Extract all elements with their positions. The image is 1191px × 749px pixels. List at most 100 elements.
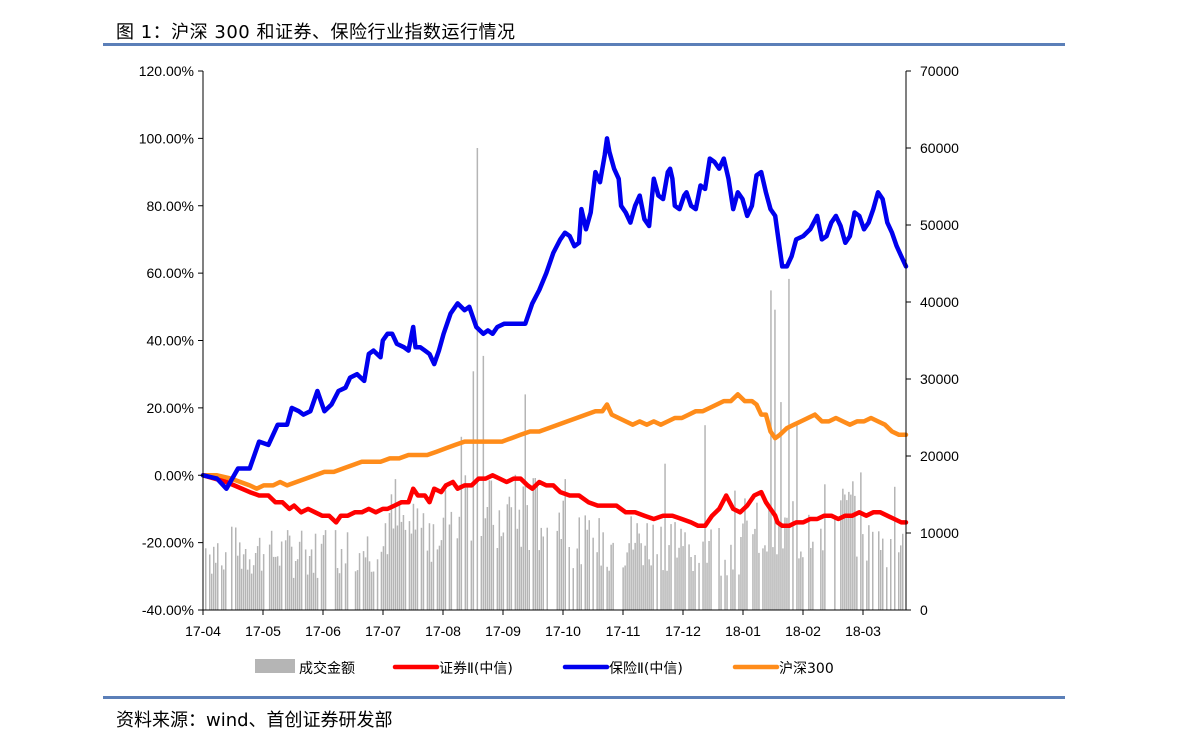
volume-bar (678, 547, 680, 610)
volume-bar (534, 478, 536, 610)
y-left-tick-label: 40.00% (147, 333, 194, 349)
volume-bar (726, 575, 728, 610)
volume-bar (270, 530, 273, 610)
volume-bar (542, 536, 544, 610)
volume-bar (808, 514, 810, 610)
y-left-tick-label: 0.00% (154, 467, 194, 483)
volume-bar (674, 522, 676, 610)
x-tick-label: 17-12 (665, 623, 701, 639)
volume-bar (276, 556, 279, 610)
volume-bar (692, 571, 694, 610)
volume-bar (258, 537, 261, 610)
volume-bar (578, 517, 580, 610)
volume-bar (852, 481, 854, 610)
volume-bar (868, 525, 870, 610)
volume-bar (312, 572, 315, 610)
volume-bar (558, 512, 560, 610)
volume-bar (398, 503, 401, 610)
volume-bar (211, 573, 213, 610)
volume-bar (450, 511, 453, 610)
volume-bar (340, 549, 343, 610)
volume-bar (740, 537, 742, 610)
x-tick-label: 17-08 (425, 623, 461, 639)
volume-bar (796, 425, 798, 610)
volume-bar (524, 394, 526, 610)
volume-bar (386, 554, 389, 610)
volume-bar (762, 548, 764, 610)
volume-bar (308, 556, 311, 610)
volume-bar (770, 290, 772, 610)
volume-bar (384, 523, 387, 610)
x-tick-label: 17-05 (245, 623, 281, 639)
volume-bar (221, 565, 223, 610)
volume-bar (708, 541, 710, 610)
volume-bar (626, 552, 628, 610)
volume-bar (426, 550, 429, 610)
volume-bar (690, 557, 692, 610)
volume-bar (314, 533, 317, 610)
volume-bar (664, 463, 666, 610)
volume-bar (810, 548, 812, 610)
y-right-tick-label: 20000 (920, 448, 959, 464)
volume-bar (480, 536, 483, 610)
volume-bar (586, 529, 588, 610)
y-right-tick-label: 10000 (920, 525, 959, 541)
y-right-tick-label: 0 (920, 602, 928, 618)
volume-bar (846, 500, 848, 610)
volume-bar (608, 570, 610, 610)
volume-bar (496, 548, 499, 610)
series-line (200, 473, 909, 529)
volume-bar (223, 569, 225, 610)
volume-bar (568, 547, 570, 610)
volume-bar (666, 570, 668, 610)
volume-bar (362, 551, 365, 610)
volume-bar (368, 561, 371, 610)
volume-bar (492, 524, 495, 610)
volume-bar (354, 571, 357, 610)
volume-bar (634, 542, 636, 610)
volume-bar (538, 550, 540, 610)
volume-bar (472, 371, 475, 610)
volume-bar (370, 571, 373, 610)
volume-bar (304, 549, 307, 610)
volume-bar (782, 548, 784, 610)
volume-bar (572, 568, 574, 610)
volume-bar (764, 545, 766, 610)
volume-bar (334, 530, 337, 610)
volume-bar (290, 546, 293, 610)
volume-bar (702, 541, 704, 610)
legend-label: 沪深300 (779, 661, 834, 677)
volume-bar (380, 551, 383, 610)
series-line (200, 136, 909, 491)
volume-bar (576, 548, 578, 610)
chart-svg: -40.00% -20.00% 0.00% 20.00% 40.00% 60.00% 80.… (139, 63, 959, 677)
volume-bar (536, 483, 538, 610)
volume-bar (642, 565, 644, 610)
title-rule (103, 43, 1065, 46)
volume-bar (902, 533, 904, 610)
volume-bar (394, 479, 397, 610)
volume-bar (856, 556, 858, 610)
volume-bar (436, 549, 439, 610)
volume-bar (498, 510, 501, 610)
volume-bar (882, 538, 884, 610)
volume-bar (506, 504, 509, 610)
volume-bar (444, 490, 447, 610)
volume-bar (456, 538, 459, 610)
volume-bar (239, 542, 241, 610)
volume-bar (866, 560, 868, 610)
volume-bar (278, 565, 281, 610)
volume-bar (734, 490, 736, 610)
y-left-tick-label: -40.00% (142, 602, 194, 618)
x-tick-label: 17-06 (305, 623, 341, 639)
volume-bar (252, 565, 255, 610)
volume-bar (364, 557, 367, 610)
volume-bar (213, 546, 215, 610)
volume-bar (288, 535, 291, 610)
volume-bar (366, 536, 369, 610)
volume-bar (776, 554, 778, 610)
y-left-tick-label: -20.00% (142, 535, 194, 551)
volume-bar (900, 545, 902, 610)
volume-bar (676, 557, 678, 610)
volume-bar (412, 503, 415, 610)
